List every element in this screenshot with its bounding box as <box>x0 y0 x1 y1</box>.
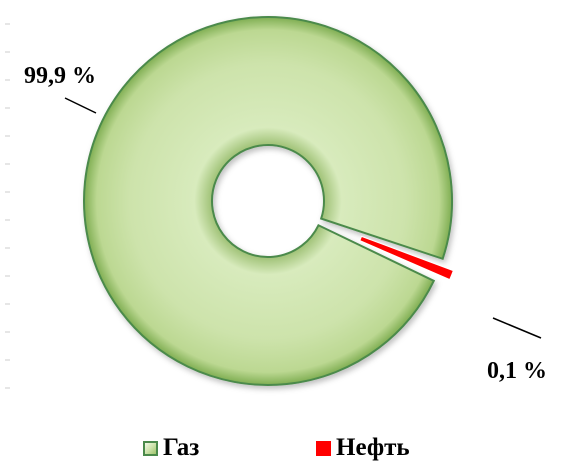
doughnut-slices <box>83 15 454 386</box>
data-label-oil: 0,1 % <box>487 358 547 384</box>
leader-line-oil <box>492 317 542 339</box>
legend-label-oil: Нефть <box>336 434 410 461</box>
data-label-gas: 99,9 % <box>24 63 96 89</box>
chart-legend: Газ Нефть <box>0 432 563 464</box>
leader-line-gas <box>64 97 97 114</box>
legend-item-oil: Нефть <box>316 432 410 464</box>
legend-swatch-oil <box>316 440 331 456</box>
slice-gas <box>83 15 453 386</box>
slice-oil <box>359 235 454 281</box>
legend-item-gas: Газ <box>143 432 199 464</box>
legend-swatch-gas <box>143 440 158 456</box>
legend-label-gas: Газ <box>163 434 200 461</box>
left-tick-marks <box>5 23 10 389</box>
